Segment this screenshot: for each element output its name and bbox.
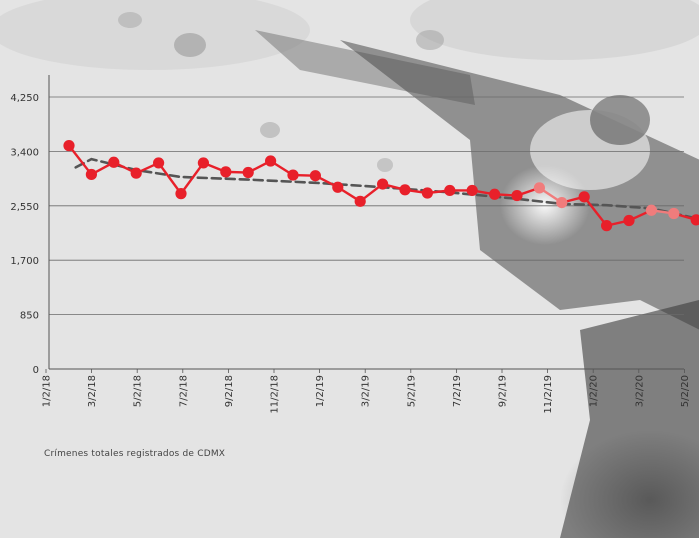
y-tick-label: 1,700 — [10, 256, 39, 267]
data-point — [444, 184, 456, 197]
series-segment — [180, 162, 205, 195]
data-point — [668, 207, 680, 220]
data-point — [175, 188, 187, 200]
x-tick-label: 1/2/20 — [589, 375, 600, 407]
data-point — [601, 220, 613, 232]
x-tick-label: 7/2/18 — [178, 375, 189, 407]
data-point — [421, 187, 433, 199]
data-point — [578, 191, 590, 203]
series-segment — [68, 144, 93, 176]
x-tick-label: 9/2/18 — [224, 375, 235, 407]
data-point — [63, 140, 75, 152]
gridlines — [49, 96, 684, 316]
x-tick-label: 5/2/19 — [406, 375, 417, 407]
x-tick-label: 3/2/20 — [634, 375, 645, 407]
data-point — [265, 155, 277, 167]
data-point — [309, 170, 321, 182]
x-tick-label: 11/2/18 — [270, 375, 281, 414]
x-tick-label: 1/2/18 — [42, 375, 53, 407]
data-point — [242, 166, 254, 179]
data-point — [399, 184, 411, 196]
series-segment — [157, 162, 182, 195]
x-axis: 1/2/18 3/2/18 5/2/18 7/2/18 9/2/18 11/2/18 1/2… — [42, 368, 691, 414]
data-point — [466, 184, 478, 197]
data-point — [690, 214, 699, 226]
data-point — [377, 178, 389, 190]
x-tick-label: 9/2/19 — [498, 375, 509, 407]
data-point — [645, 204, 658, 216]
data-point — [287, 169, 299, 181]
data-point — [130, 167, 142, 179]
data-point — [489, 188, 501, 200]
data-point — [220, 166, 232, 178]
y-axis: 0 850 1,700 2,550 3,400 4,250 — [10, 75, 50, 376]
data-point — [197, 157, 209, 169]
x-tick-label: 3/2/18 — [87, 375, 98, 407]
y-tick-label: 2,550 — [10, 202, 39, 213]
data-point — [332, 181, 344, 193]
data-point — [85, 168, 97, 181]
y-tick-label: 850 — [20, 311, 39, 322]
series-segment — [583, 196, 608, 227]
data-point — [623, 214, 635, 227]
data-point — [108, 156, 120, 168]
data-point — [556, 197, 568, 209]
x-tick-label: 5/2/20 — [680, 375, 691, 407]
x-tick-label: 11/2/19 — [543, 375, 554, 414]
data-point — [533, 182, 546, 194]
x-tick-label: 3/2/19 — [361, 375, 372, 407]
y-tick-label: 4,250 — [10, 93, 39, 104]
data-point — [153, 157, 165, 169]
crime-series — [63, 140, 699, 232]
x-tick-label: 7/2/19 — [452, 375, 463, 407]
data-point — [354, 195, 366, 207]
x-tick-label: 5/2/18 — [133, 375, 144, 407]
data-point — [511, 189, 523, 202]
chart-caption: Crímenes totales registrados de CDMX — [44, 449, 226, 459]
y-tick-label: 0 — [33, 365, 39, 376]
x-tick-label: 1/2/19 — [315, 375, 326, 407]
y-tick-label: 3,400 — [10, 147, 39, 158]
